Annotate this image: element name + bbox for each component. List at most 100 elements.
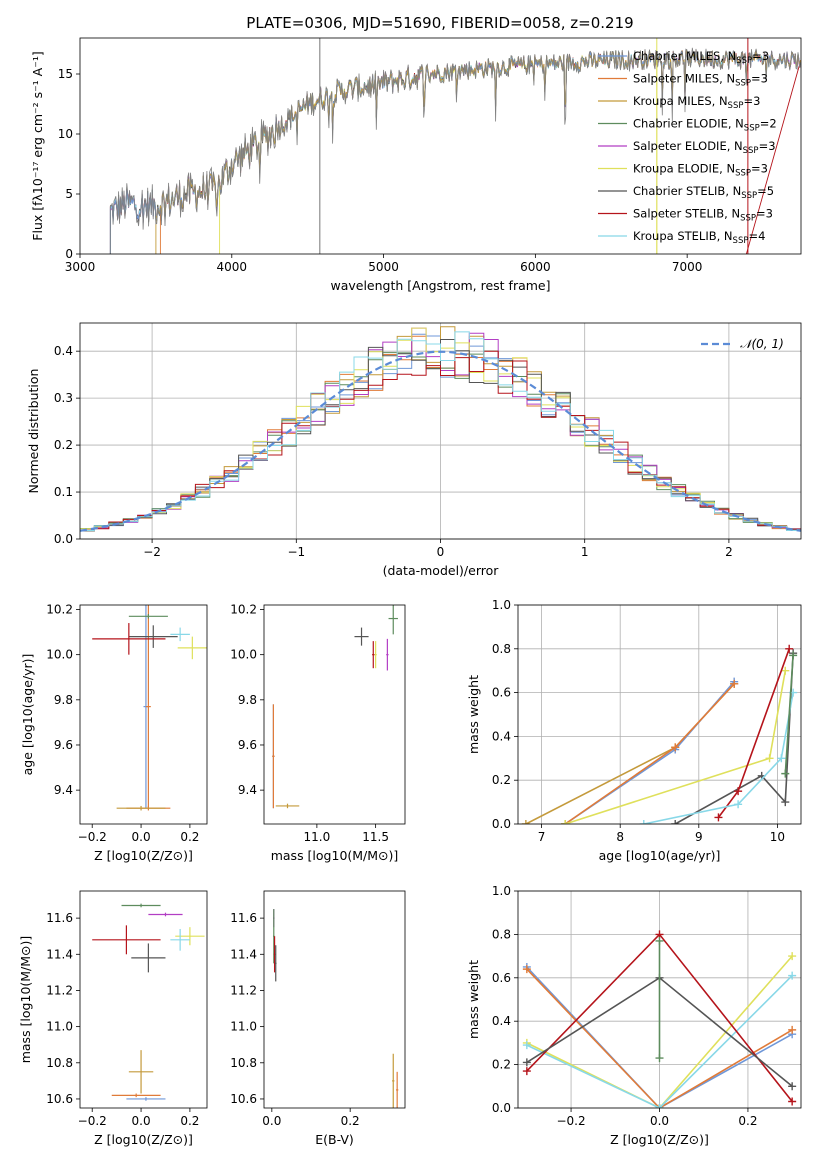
normal-reference-line (80, 350, 801, 532)
mass-weight-point (671, 743, 680, 752)
mass-weight-point (655, 936, 664, 945)
legend-count: =3 (752, 49, 769, 63)
y-tick-label: 9.4 (54, 783, 73, 797)
x-tick-label: 0.2 (180, 830, 199, 844)
legend-sub: SSP (733, 236, 749, 246)
x-tick-label: −0.2 (78, 830, 107, 844)
plot-area (109, 38, 801, 254)
error-bar-marker (274, 945, 277, 982)
y-axis-label: mass weight (466, 675, 481, 754)
y-tick-label: 11.2 (46, 983, 73, 997)
y-tick-label: 10.2 (46, 603, 73, 617)
error-bar-marker (148, 912, 183, 917)
mass-weight-point (788, 1097, 797, 1106)
mass-weight-point (522, 1041, 531, 1050)
x-tick-label: 8 (616, 830, 624, 844)
legend-count: =4 (748, 229, 765, 243)
error-bar-marker (170, 627, 190, 642)
legend-sub: SSP (740, 214, 756, 224)
x-tick-label: 0.0 (132, 830, 151, 844)
mass-weight-line (717, 648, 790, 818)
x-tick-label: 0.0 (650, 1114, 669, 1128)
plot-area (92, 605, 207, 811)
error-bar-marker (128, 1050, 154, 1094)
error-bar-marker (354, 627, 369, 646)
x-axis-label: age [log10(age/yr)] (599, 848, 721, 863)
axes-frame (517, 604, 802, 825)
error-bar-marker (275, 803, 300, 809)
mass-weight-point (522, 1058, 531, 1067)
mass-weight-line (564, 683, 735, 824)
x-tick-label: 11.0 (304, 830, 331, 844)
y-tick-label: 0.3 (54, 391, 73, 405)
y-tick-label: 10.0 (230, 648, 257, 662)
legend-count: =3 (756, 207, 773, 221)
legend-label: Chabrier STELIB, NSSP=5 (633, 184, 774, 201)
x-tick-label: 7 (538, 830, 546, 844)
error-bar-marker (92, 623, 166, 655)
y-tick-label: 9.6 (238, 738, 257, 752)
y-tick-label: 1.0 (492, 884, 511, 898)
y-tick-label: 9.4 (238, 783, 257, 797)
x-tick-label: −0.2 (556, 1114, 585, 1128)
y-tick-label: 11.4 (46, 947, 73, 961)
y-axis-label: mass weight (466, 960, 481, 1039)
y-tick-label: 0.6 (492, 686, 511, 700)
axes-frame (79, 322, 802, 540)
mass-weight-point (734, 800, 743, 809)
mass-weight-line (526, 975, 793, 1108)
legend-label: Salpeter STELIB, NSSP=3 (633, 207, 773, 224)
y-axis-label: Flux [fλ10⁻¹⁷ erg cm⁻² s⁻¹ A⁻¹] (30, 51, 45, 240)
y-tick-label: 0.2 (492, 773, 511, 787)
error-bar-marker (374, 641, 377, 669)
mass-weight-point (522, 965, 531, 974)
legend-count: =3 (743, 94, 760, 108)
error-bar-marker (392, 1053, 395, 1108)
x-axis-label: mass [log10(M/M⊙)] (271, 848, 399, 863)
mass-weight-point (765, 754, 774, 763)
x-tick-label: −1 (287, 545, 305, 559)
legend-sub: SSP (744, 124, 760, 134)
legend-sub: SSP (728, 101, 744, 111)
y-tick-label: 10.8 (46, 1056, 73, 1070)
legend-sub: SSP (741, 191, 757, 201)
y-tick-label: 9.6 (54, 738, 73, 752)
y-tick-label: 0.1 (54, 485, 73, 499)
y-tick-label: 0.4 (492, 729, 511, 743)
y-tick-label: 0.0 (54, 532, 73, 546)
data-spectrum-line (109, 47, 801, 254)
model-spectrum-line (219, 50, 658, 254)
mass-weight-point (655, 1054, 664, 1063)
legend-sub: SSP (743, 146, 759, 156)
mass-weight-line (643, 692, 794, 824)
x-axis-label: E(B-V) (315, 1132, 354, 1147)
residual-histogram (80, 350, 801, 531)
x-tick-label: −0.2 (78, 1114, 107, 1128)
plot-area (80, 326, 801, 532)
legend-sub: SSP (735, 169, 751, 179)
x-tick-label: 10 (770, 830, 785, 844)
axes-frame (517, 890, 802, 1109)
error-bar-marker (128, 614, 168, 619)
y-tick-label: 9.8 (238, 693, 257, 707)
x-tick-label: 0.2 (180, 1114, 199, 1128)
x-tick-label: 0.0 (262, 1114, 281, 1128)
y-tick-label: 0.6 (492, 971, 511, 985)
x-tick-label: 0.0 (132, 1114, 151, 1128)
y-tick-label: 0.0 (492, 1101, 511, 1115)
y-tick-label: 10.2 (230, 603, 257, 617)
mass-weight-point (788, 952, 797, 961)
mass-weight-line (526, 955, 793, 1108)
x-tick-label: 0 (437, 545, 445, 559)
y-tick-label: 15 (58, 67, 73, 81)
mass-weight-point (522, 1067, 531, 1076)
x-tick-label: 11.5 (362, 830, 389, 844)
y-axis-label: age [log10(age/yr)] (20, 654, 35, 776)
y-tick-label: 11.2 (230, 983, 257, 997)
mass-weight-point (671, 820, 680, 824)
error-bar-marker (386, 638, 389, 671)
mass-weight-point (521, 820, 530, 824)
x-tick-label: −2 (143, 545, 161, 559)
legend-label: Chabrier MILES, NSSP=3 (633, 49, 769, 66)
